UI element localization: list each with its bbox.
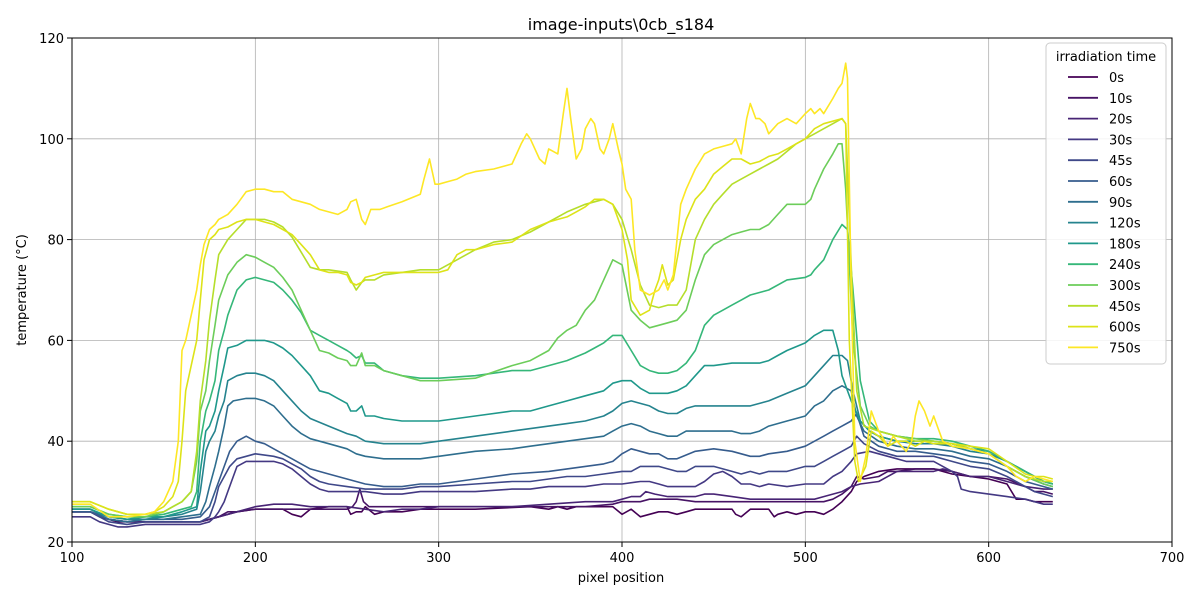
legend-label-180s: 180s: [1109, 237, 1141, 252]
x-tick-label: 700: [1160, 551, 1185, 566]
series-line-300s: [72, 143, 1054, 518]
legend-label-10s: 10s: [1109, 92, 1133, 107]
legend-label-0s: 0s: [1109, 71, 1124, 86]
legend-label-300s: 300s: [1109, 279, 1141, 294]
legend-label-450s: 450s: [1109, 300, 1141, 315]
legend-label-240s: 240s: [1109, 258, 1141, 273]
series-line-240s: [72, 223, 1054, 518]
x-tick-label: 100: [60, 551, 85, 566]
series-line-180s: [72, 329, 1054, 521]
x-tick-label: 500: [793, 551, 818, 566]
y-tick-label: 80: [47, 234, 64, 249]
legend-items: 0s 10s 20s 30s 45s 60s 90s 120s 180s 240s 300s 450s…: [1068, 71, 1141, 356]
legend-label-750s: 750s: [1109, 341, 1141, 356]
series-line-600s: [72, 117, 1054, 516]
legend-title: irradiation time: [1056, 50, 1156, 65]
series-line-120s: [72, 354, 1054, 521]
axis-ticks: 100 200 300 400 500 600 700 20 40 60 80 100 120: [39, 32, 1184, 566]
x-tick-label: 300: [426, 551, 451, 566]
legend: irradiation time 0s 10s 20s 30s 45s 60s 90s 120…: [1045, 42, 1167, 365]
legend-label-600s: 600s: [1109, 321, 1141, 336]
legend-label-20s: 20s: [1109, 113, 1133, 128]
series-line-750s: [72, 62, 1054, 518]
y-axis-label: temperature (°C): [15, 234, 30, 346]
series-line-45s: [72, 435, 1054, 526]
y-tick-label: 40: [47, 435, 64, 450]
x-tick-label: 400: [610, 551, 635, 566]
y-tick-label: 60: [47, 334, 64, 349]
chart-title: image-inputs\0cb_s184: [528, 15, 715, 35]
x-tick-label: 600: [976, 551, 1001, 566]
series-line-20s: [72, 468, 1053, 523]
legend-label-120s: 120s: [1109, 217, 1141, 232]
y-tick-label: 20: [47, 536, 64, 551]
x-tick-label: 200: [243, 551, 268, 566]
series-line-30s: [72, 450, 1053, 528]
y-tick-label: 120: [39, 32, 64, 47]
legend-label-45s: 45s: [1109, 154, 1133, 169]
legend-label-30s: 30s: [1109, 133, 1133, 148]
legend-label-90s: 90s: [1109, 196, 1133, 211]
y-tick-label: 100: [39, 133, 64, 148]
x-axis-label: pixel position: [578, 571, 664, 586]
legend-label-60s: 60s: [1109, 175, 1133, 190]
legend-box: [1045, 42, 1167, 365]
series-lines: [72, 62, 1054, 528]
